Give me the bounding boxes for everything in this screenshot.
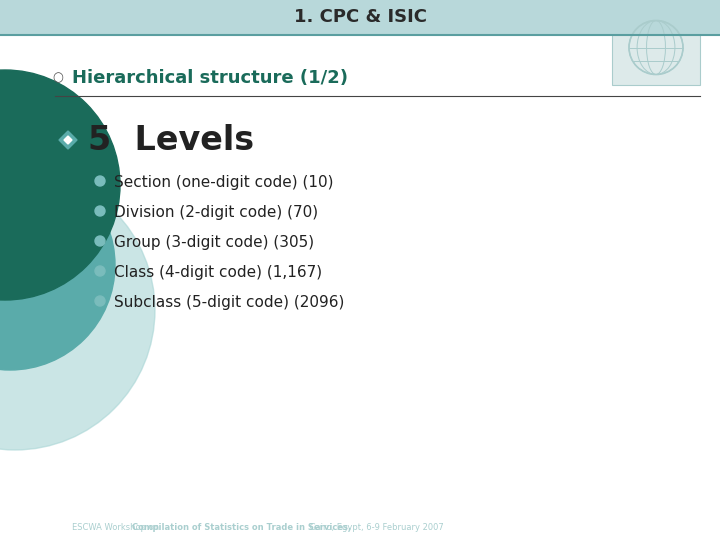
Text: ○: ○: [53, 71, 63, 84]
Text: Class (4-digit code) (1,167): Class (4-digit code) (1,167): [114, 265, 322, 280]
Text: Cairo, Egypt, 6-9 February 2007: Cairo, Egypt, 6-9 February 2007: [307, 523, 444, 531]
Circle shape: [95, 176, 105, 186]
Circle shape: [0, 170, 155, 450]
Circle shape: [95, 296, 105, 306]
Circle shape: [95, 266, 105, 276]
Polygon shape: [59, 131, 77, 149]
Circle shape: [95, 206, 105, 216]
Text: ESCWA Workshop on: ESCWA Workshop on: [72, 523, 162, 531]
Text: Division (2-digit code) (70): Division (2-digit code) (70): [114, 205, 318, 219]
Text: Section (one-digit code) (10): Section (one-digit code) (10): [114, 174, 333, 190]
Text: Compilation of Statistics on Trade in Services,: Compilation of Statistics on Trade in Se…: [132, 523, 351, 531]
Circle shape: [95, 236, 105, 246]
FancyBboxPatch shape: [612, 10, 700, 85]
Text: 5  Levels: 5 Levels: [88, 124, 254, 157]
Text: 1. CPC & ISIC: 1. CPC & ISIC: [294, 9, 426, 26]
Circle shape: [0, 160, 115, 370]
Text: Group (3-digit code) (305): Group (3-digit code) (305): [114, 234, 314, 249]
Circle shape: [0, 70, 120, 300]
FancyBboxPatch shape: [0, 0, 720, 35]
Polygon shape: [64, 136, 72, 144]
Text: Subclass (5-digit code) (2096): Subclass (5-digit code) (2096): [114, 294, 344, 309]
Text: Hierarchical structure (1/2): Hierarchical structure (1/2): [72, 69, 348, 87]
